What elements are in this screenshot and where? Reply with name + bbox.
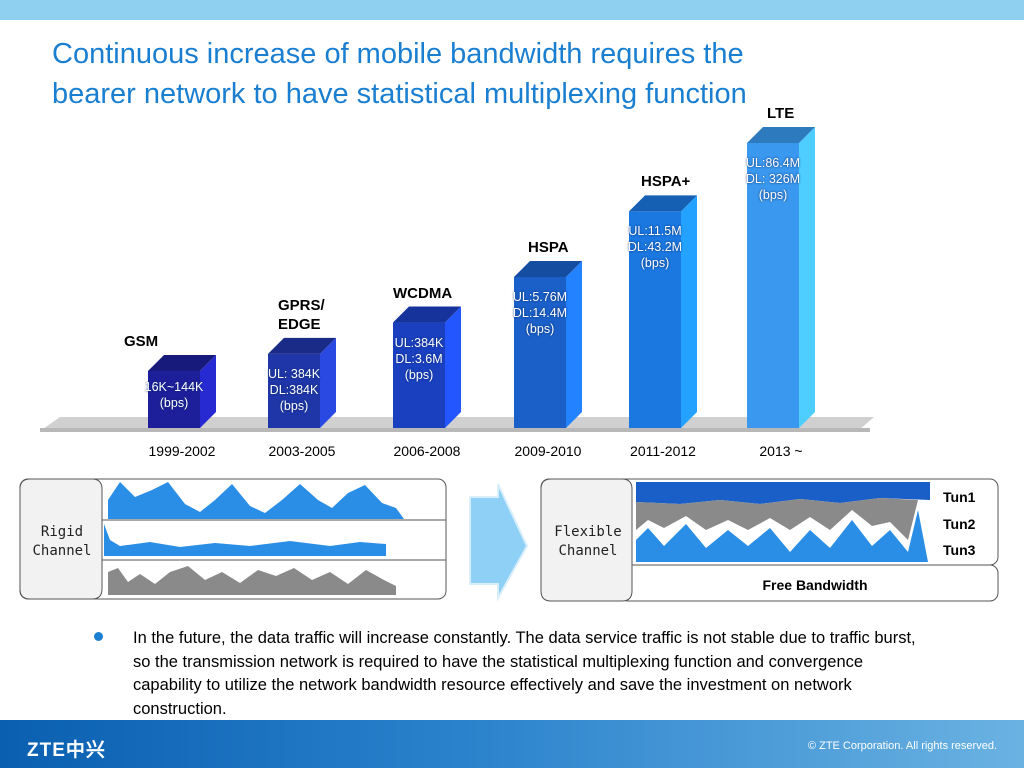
technology-label-2: GPRS/ EDGE xyxy=(278,296,325,333)
technology-label-5: HSPA+ xyxy=(641,173,691,191)
bar-front-4 xyxy=(514,276,566,428)
bar-top-1 xyxy=(148,355,216,371)
tunnel-2-label: Tun2 xyxy=(943,516,976,532)
channel-diagram xyxy=(19,478,999,602)
year-label-5: 2011-2012 xyxy=(630,443,696,459)
flexible-channel xyxy=(540,478,999,602)
bar-4 xyxy=(514,260,582,428)
bar-side-3 xyxy=(445,306,461,428)
bar-value-label-1: 16K~144K (bps) xyxy=(144,380,204,410)
bar-2 xyxy=(268,337,336,428)
technology-label-1: GSM xyxy=(124,333,159,350)
rigid-channel-label-text: Rigid Channel xyxy=(32,524,92,559)
bar-top-6 xyxy=(747,127,815,143)
bar-front-3 xyxy=(393,322,445,428)
bar-value-label-3: UL:384K DL:3.6M (bps) xyxy=(394,335,444,382)
year-label-6: 2013 ~ xyxy=(759,443,803,459)
technology-label-6: LTE xyxy=(767,105,795,122)
year-label-3: 2006-2008 xyxy=(393,443,461,459)
free-bandwidth-label: Free Bandwidth xyxy=(762,577,868,593)
bar-side-1 xyxy=(200,355,216,428)
bar-front-1 xyxy=(148,371,200,428)
bar-value-label-5: UL:11.5M DL:43.2M (bps) xyxy=(627,224,683,271)
bar-value-label-4: UL:5.76M DL:14.4M (bps) xyxy=(512,289,568,336)
rigid-traffic-2 xyxy=(104,524,386,556)
copyright-text: © ZTE Corporation. All rights reserved. xyxy=(807,740,997,752)
flexible-pipe-end xyxy=(540,478,633,602)
bar-value-label-6: UL:86.4M DL: 326M (bps) xyxy=(745,156,801,202)
chart-floor-edge xyxy=(40,428,870,432)
zte-logo: ZTE中兴 xyxy=(27,740,106,761)
bar-value-label-2: UL: 384K DL:384K (bps) xyxy=(267,366,321,413)
bar-6 xyxy=(747,127,815,428)
bullet-icon xyxy=(94,632,103,641)
flexible-channel-label: Flexible Channel xyxy=(543,523,633,561)
rigid-pipe-end xyxy=(19,478,103,600)
bar-top-5 xyxy=(629,195,697,212)
top-bar xyxy=(0,0,1024,20)
tunnel-1-label: Tun1 xyxy=(943,489,976,505)
year-label-4: 2009-2010 xyxy=(514,443,582,459)
bar-1 xyxy=(148,355,216,428)
year-label-1: 1999-2002 xyxy=(148,443,216,459)
bar-top-4 xyxy=(514,260,582,277)
title-line-1: Continuous increase of mobile bandwidth … xyxy=(52,38,744,70)
bandwidth-bar-chart xyxy=(40,127,874,432)
bar-front-5 xyxy=(629,211,681,428)
bar-top-3 xyxy=(393,306,461,323)
rigid-traffic-1 xyxy=(108,482,404,519)
title-line-2: bearer network to have statistical multi… xyxy=(52,78,747,110)
bar-side-4 xyxy=(566,260,582,428)
bullet-text: In the future, the data traffic will inc… xyxy=(133,629,916,718)
bar-side-6 xyxy=(799,127,815,428)
transition-arrow-icon xyxy=(469,483,529,602)
bar-top-2 xyxy=(268,337,336,354)
bar-front-2 xyxy=(268,353,320,428)
tunnel-1-traffic xyxy=(636,482,930,504)
year-label-2: 2003-2005 xyxy=(268,443,336,459)
rigid-traffic-3 xyxy=(108,566,396,595)
bar-front-6 xyxy=(747,143,799,428)
tunnel-2-traffic xyxy=(636,498,918,540)
flexible-channel-label-text: Flexible Channel xyxy=(554,524,622,559)
bar-3 xyxy=(393,306,461,428)
bar-side-2 xyxy=(320,337,336,428)
rigid-channel-label: Rigid Channel xyxy=(22,523,102,561)
technology-label-4: HSPA xyxy=(528,238,569,256)
bar-5 xyxy=(629,195,697,428)
footer-bar xyxy=(0,720,1024,768)
bar-side-5 xyxy=(681,195,697,428)
tunnel-3-traffic xyxy=(636,510,928,562)
rigid-channel xyxy=(19,478,447,600)
technology-label-3: WCDMA xyxy=(393,284,453,302)
slide-title: Continuous increase of mobile bandwidth … xyxy=(52,34,952,114)
tunnel-3-label: Tun3 xyxy=(943,542,976,558)
